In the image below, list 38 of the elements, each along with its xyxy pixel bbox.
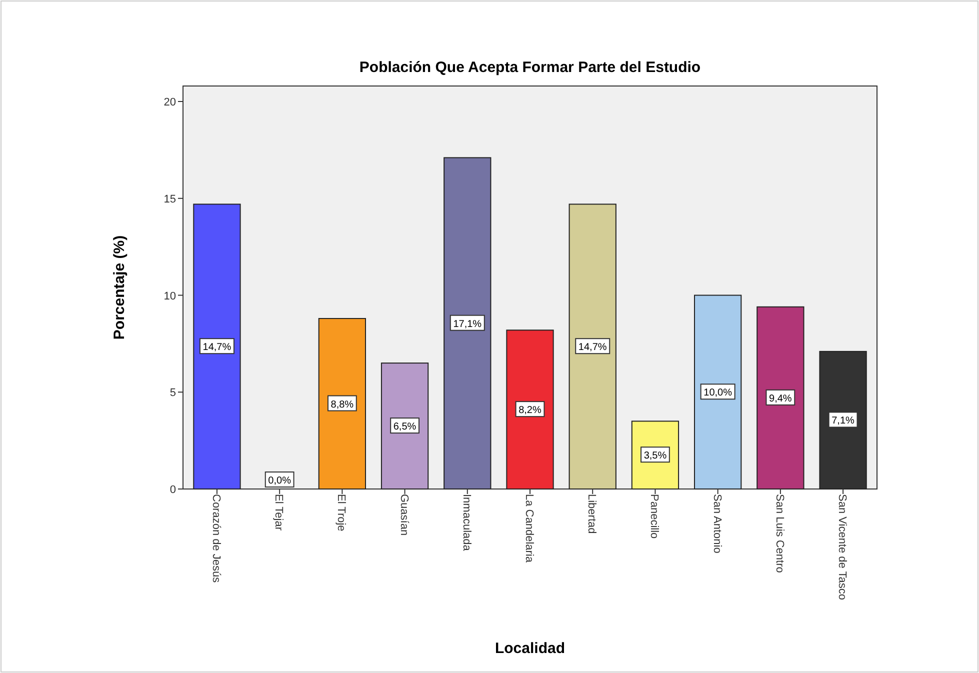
data-label: 10,0% — [704, 388, 732, 399]
data-label: 9,4% — [769, 393, 792, 404]
bar — [568, 204, 616, 490]
y-tick-label: 15 — [164, 193, 176, 206]
data-label: 0,0% — [268, 476, 292, 486]
data-label: 8,8% — [330, 399, 354, 410]
y-axis-title: Porcentaje (%) — [111, 235, 128, 340]
x-tick-label: Guasían — [398, 494, 410, 536]
y-tick-label: 0 — [170, 484, 176, 496]
x-tick-label: Panecillo — [648, 494, 660, 539]
data-label: 6,5% — [393, 422, 416, 433]
chart-title: Población Que Acepta Formar Parte del Estudio — [359, 59, 701, 76]
bar — [694, 294, 742, 490]
data-label: 17,1% — [453, 318, 482, 330]
x-tick-label: La Candelaria — [523, 494, 535, 564]
x-tick-label: El Troje — [335, 494, 348, 532]
x-tick-label: Corazón de Jesús — [210, 494, 222, 584]
x-tick-label: El Tejar — [272, 494, 285, 531]
x-tick-label: Libertad — [586, 494, 598, 534]
data-label: 8,2% — [518, 405, 542, 416]
x-axis-title: Localidad — [494, 640, 566, 657]
data-label: 3,5% — [644, 450, 667, 462]
y-tick-label: 5 — [170, 387, 176, 400]
bar — [193, 204, 241, 490]
bar — [380, 362, 429, 490]
x-tick-label: San Antonio — [710, 494, 723, 554]
data-label: 14,7% — [578, 342, 607, 354]
bar — [506, 330, 554, 490]
x-tick-label: San Luis Centro — [773, 494, 786, 573]
y-tick-label: 10 — [164, 290, 176, 302]
x-tick-label: San Vicente de Tasco — [836, 494, 848, 600]
bar — [444, 157, 492, 490]
x-tick-label: Inmaculada — [460, 494, 472, 552]
data-label: 14,7% — [202, 342, 232, 354]
y-tick-label: 20 — [164, 96, 176, 108]
bar — [318, 318, 366, 490]
data-label: 7,1% — [832, 416, 855, 427]
bar — [756, 306, 804, 490]
